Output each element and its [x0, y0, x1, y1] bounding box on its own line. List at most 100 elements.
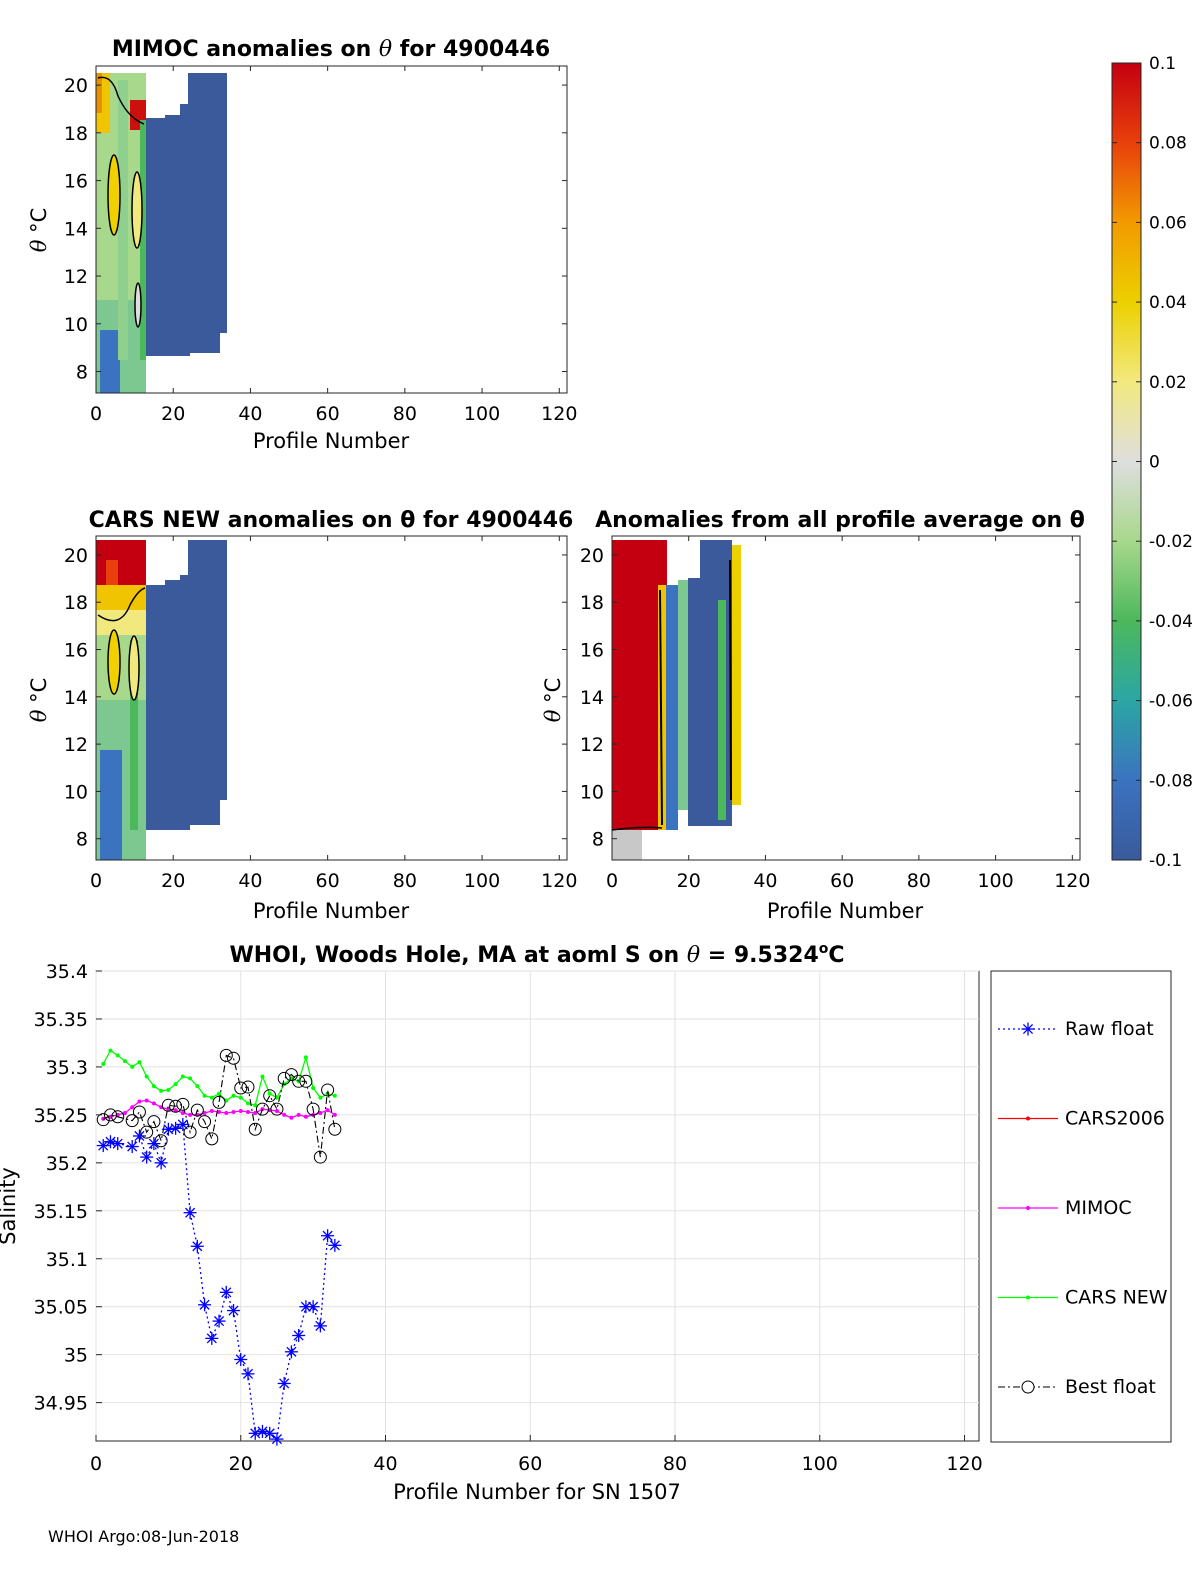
mimoc-point: [332, 1112, 337, 1117]
x-tick-label: 0: [90, 403, 102, 425]
legend-marker: [1026, 1116, 1030, 1121]
mimoc-point: [289, 1115, 294, 1120]
mimoc-point: [318, 1110, 323, 1115]
y-tick-label: 20: [64, 545, 88, 567]
x-tick-label: 60: [830, 870, 854, 892]
cars-new-point: [173, 1082, 178, 1087]
raw-float-point: [277, 1376, 291, 1390]
raw-float-point: [299, 1300, 313, 1314]
mimoc-axes-box: [95, 65, 568, 394]
profile-avg-yticks: 8 10 12 14 16 18 20: [580, 545, 1080, 851]
colorbar-tick-label: 0.04: [1149, 293, 1187, 313]
best-float-point: [176, 1097, 190, 1111]
profile-avg-ylabel: θ °C: [541, 678, 565, 723]
best-float-point: [255, 1102, 269, 1116]
mimoc-point: [180, 1110, 185, 1115]
legend-marker: [1021, 1380, 1035, 1394]
y-tick-label: 18: [64, 592, 88, 614]
mimoc-yticks: 8 10 12 14 16 18 20: [64, 75, 567, 384]
best-float-point: [132, 1105, 146, 1119]
cars-new-point: [195, 1084, 200, 1089]
best-float-point: [248, 1122, 262, 1136]
raw-float-point: [169, 1121, 183, 1135]
colorbar-tick-label: -0.1: [1149, 851, 1182, 871]
cars-new-axes-box: [95, 535, 568, 861]
x-tick-label: 60: [316, 403, 340, 425]
cars-new-point: [267, 1091, 272, 1096]
best-float-point: [125, 1114, 139, 1128]
x-tick-label: 20: [161, 870, 185, 892]
y-tick-label: 10: [64, 781, 88, 803]
best-float-point: [154, 1134, 168, 1148]
colorbar-tick-label: -0.04: [1149, 612, 1193, 632]
x-tick-label: 120: [541, 870, 577, 892]
y-tick-label: 35.4: [46, 961, 88, 983]
colorbar-tick-label: -0.08: [1149, 771, 1193, 791]
x-tick-label: 40: [373, 1453, 397, 1475]
raw-float-point: [241, 1367, 255, 1381]
legend-item-cars2006: CARS2006: [998, 1108, 1165, 1130]
mimoc-point: [188, 1112, 193, 1117]
raw-float-point: [140, 1150, 154, 1164]
best-float-point: [147, 1115, 161, 1129]
cars-new-heatmap: [96, 540, 227, 860]
best-float-point: [140, 1125, 154, 1139]
colorbar-tick-label: 0.08: [1149, 134, 1187, 154]
x-tick-label: 60: [518, 1453, 542, 1475]
raw-float-point: [212, 1314, 226, 1328]
raw-float-point: [263, 1426, 277, 1440]
colorbar-tick-label: 0.06: [1149, 213, 1187, 233]
mimoc-point: [282, 1112, 287, 1117]
mimoc-panel: MIMOC anomalies on θ for 4900446 Profile…: [27, 37, 577, 453]
y-tick-label: 35.05: [34, 1297, 88, 1319]
y-tick-label: 12: [64, 266, 88, 288]
cars-new-point: [260, 1074, 265, 1079]
legend-label: CARS NEW: [1065, 1287, 1168, 1309]
legend-item-cars-new: CARS NEW: [998, 1287, 1168, 1309]
cars-new-point: [332, 1093, 337, 1098]
raw-float-point: [183, 1206, 197, 1220]
y-tick-label: 16: [64, 640, 88, 662]
mimoc-point: [260, 1107, 265, 1112]
best-float-point: [277, 1071, 291, 1085]
best-float-point: [103, 1108, 117, 1122]
best-float-point: [263, 1089, 277, 1103]
cars-new-point: [238, 1095, 243, 1100]
x-tick-label: 80: [393, 403, 417, 425]
cars-new-point: [311, 1086, 316, 1091]
x-tick-label: 120: [1054, 870, 1090, 892]
raw-float-point: [198, 1298, 212, 1312]
raw-float-point: [205, 1331, 219, 1345]
footer-credit: WHOI Argo:08-Jun-2018: [48, 1527, 239, 1546]
best-float-point: [313, 1150, 327, 1164]
y-tick-label: 20: [64, 75, 88, 97]
raw-float-point: [219, 1285, 233, 1299]
x-tick-label: 60: [316, 870, 340, 892]
profile-avg-xticks: 0 20 40 60 80 100 120: [606, 536, 1090, 892]
mimoc-title: MIMOC anomalies on θ for 4900446: [112, 37, 550, 62]
raw-float-line: [102, 1123, 336, 1441]
cars-new-point: [217, 1091, 222, 1096]
y-tick-label: 16: [64, 171, 88, 193]
x-tick-label: 20: [161, 403, 185, 425]
raw-float-point: [328, 1238, 342, 1252]
best-float-point: [328, 1122, 342, 1136]
best-float-line: [102, 1054, 336, 1158]
raw-float-point: [234, 1352, 248, 1366]
raw-float-point: [292, 1328, 306, 1342]
x-tick-label: 120: [946, 1453, 982, 1475]
colorbar: 0.1 0.08 0.06 0.04 0.02 0 -0.02 -0.04 -0.06 -0.08…: [1111, 54, 1193, 871]
cars-new-point: [151, 1084, 156, 1089]
cars-new-point: [188, 1076, 193, 1081]
best-float-point: [205, 1132, 219, 1146]
mimoc-point: [217, 1110, 222, 1114]
cars-new-point: [303, 1055, 308, 1060]
y-tick-label: 10: [580, 781, 604, 803]
x-tick-label: 20: [677, 870, 701, 892]
mimoc-xticks: 0 20 40 60 80 100 120: [90, 66, 577, 425]
cars-new-point: [209, 1095, 214, 1100]
x-tick-label: 80: [663, 1453, 687, 1475]
mimoc-heatmap: [96, 73, 227, 393]
y-tick-label: 18: [580, 592, 604, 614]
colorbar-tick-label: 0.1: [1149, 54, 1176, 74]
